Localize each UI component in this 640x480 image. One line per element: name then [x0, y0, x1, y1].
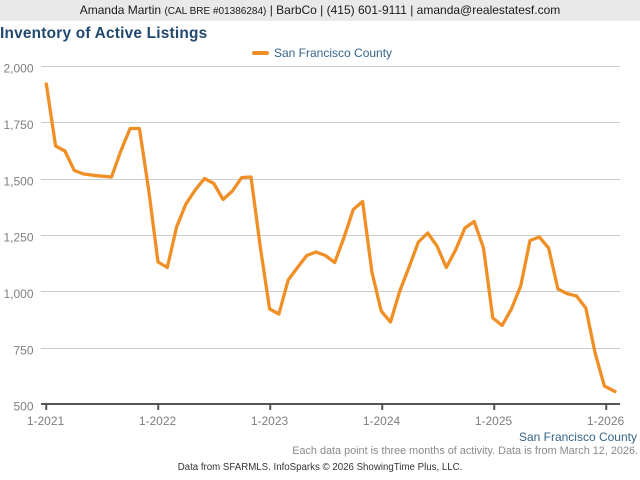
svg-text:1,000: 1,000: [3, 287, 33, 301]
svg-text:500: 500: [13, 400, 33, 414]
svg-text:1-2025: 1-2025: [475, 414, 513, 428]
svg-text:1,500: 1,500: [3, 175, 33, 189]
svg-text:1-2024: 1-2024: [363, 414, 401, 428]
svg-text:2,000: 2,000: [3, 62, 33, 76]
svg-text:1-2026: 1-2026: [587, 414, 625, 428]
svg-text:750: 750: [13, 344, 33, 358]
svg-text:1,750: 1,750: [3, 118, 33, 132]
svg-text:1-2023: 1-2023: [251, 414, 289, 428]
svg-text:1-2022: 1-2022: [139, 414, 177, 428]
svg-text:1-2021: 1-2021: [27, 414, 65, 428]
svg-text:1,250: 1,250: [3, 231, 33, 245]
